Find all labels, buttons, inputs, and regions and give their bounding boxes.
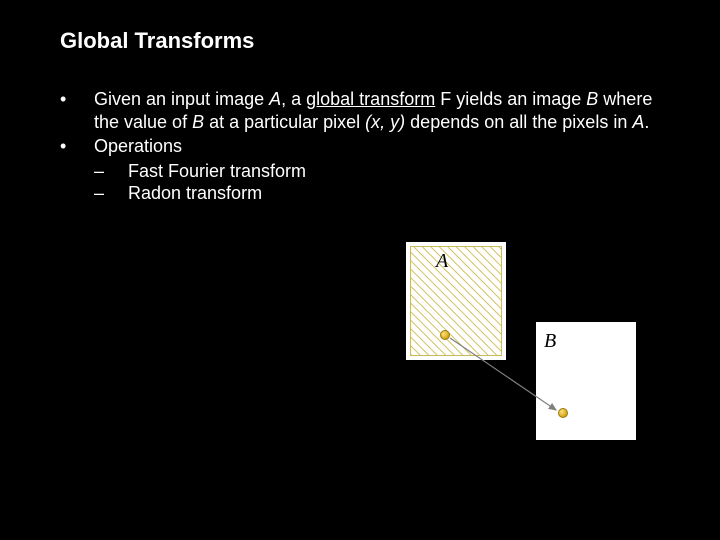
box-a [406,242,506,360]
bullet-text: Operations [94,135,182,158]
bullet-item: •Given an input image A, a global transf… [60,88,680,133]
sub-list: –Fast Fourier transform–Radon transform [94,160,680,205]
sub-item: –Radon transform [94,182,680,205]
label-b: B [544,330,556,353]
arrow-svg [0,0,720,540]
bullet-list: •Given an input image A, a global transf… [60,88,680,205]
dot-a [440,330,450,340]
box-b [536,322,636,440]
slide-title: Global Transforms [60,28,254,54]
bullet-marker: • [60,88,94,133]
sub-item: –Fast Fourier transform [94,160,680,183]
box-a-hatch [410,246,502,356]
diagram: A B [0,0,720,540]
bullet-text: Given an input image A, a global transfo… [94,88,680,133]
bullet-item: •Operations [60,135,680,158]
sub-marker: – [94,160,128,183]
dot-b [558,408,568,418]
sub-text: Fast Fourier transform [128,160,306,183]
arrow-line [450,338,556,410]
sub-marker: – [94,182,128,205]
sub-text: Radon transform [128,182,262,205]
bullet-marker: • [60,135,94,158]
label-a: A [436,250,448,273]
